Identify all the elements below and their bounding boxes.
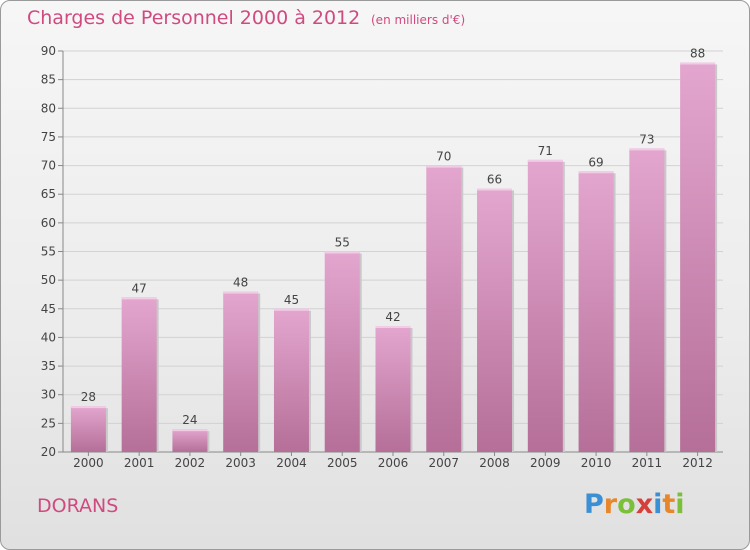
x-tick-label: 2005 (327, 456, 358, 470)
data-label: 73 (639, 132, 654, 146)
data-label: 42 (385, 310, 400, 324)
x-tick-label: 2007 (428, 456, 459, 470)
x-tick-label: 2011 (632, 456, 663, 470)
y-tick-label: 80 (41, 101, 56, 115)
y-tick-label: 55 (41, 245, 56, 259)
data-label: 55 (335, 236, 350, 250)
data-label: 24 (182, 413, 197, 427)
y-tick-label: 25 (41, 416, 56, 430)
data-label: 88 (690, 46, 705, 60)
data-label: 69 (588, 155, 603, 169)
bar (375, 325, 411, 452)
y-tick-label: 85 (41, 73, 56, 87)
y-tick-label: 60 (41, 216, 56, 230)
y-tick-label: 75 (41, 130, 56, 144)
bar (172, 429, 208, 452)
data-label: 45 (284, 293, 299, 307)
data-label: 70 (436, 150, 451, 164)
bar (578, 171, 614, 453)
x-tick-label: 2004 (276, 456, 307, 470)
x-tick-label: 2001 (124, 456, 155, 470)
logo-letter: t (662, 489, 676, 520)
x-tick-label: 2002 (175, 456, 206, 470)
y-tick-label: 35 (41, 359, 56, 373)
bar (629, 148, 665, 452)
x-tick-label: 2008 (479, 456, 510, 470)
y-tick-label: 70 (41, 159, 56, 173)
logo-letter: i (675, 489, 685, 520)
y-tick-label: 90 (41, 44, 56, 58)
bar (121, 297, 157, 452)
logo-letter: P (584, 489, 604, 520)
bar (324, 251, 360, 452)
x-tick-label: 2009 (530, 456, 561, 470)
data-label: 28 (81, 390, 96, 404)
data-label: 47 (132, 281, 147, 295)
labels: 28 2000 47 2001 24 2002 48 2003 45 2004 55 2005 42 20… (73, 46, 713, 470)
bar (527, 159, 563, 453)
data-label: 66 (487, 172, 502, 186)
bars (70, 62, 718, 453)
logo-letter: o (617, 489, 636, 520)
bar (680, 62, 716, 452)
logo-letter: x (635, 489, 654, 520)
x-tick-label: 2010 (581, 456, 612, 470)
y-tick-label: 20 (41, 445, 56, 459)
x-tick-label: 2006 (378, 456, 409, 470)
x-tick-label: 2003 (225, 456, 256, 470)
logo-letter: i (653, 489, 663, 520)
data-label: 48 (233, 276, 248, 290)
bar (223, 291, 259, 452)
logo-letter: r (603, 489, 618, 520)
chart-subtitle: (en milliers d'€) (371, 13, 466, 27)
bar (70, 406, 106, 452)
y-tick-label: 65 (41, 187, 56, 201)
x-tick-label: 2012 (682, 456, 713, 470)
bar (273, 308, 309, 452)
proxiti-logo[interactable]: Proxiti (584, 489, 685, 520)
bar (426, 165, 462, 453)
data-label: 71 (538, 144, 553, 158)
city-name: DORANS (37, 495, 119, 517)
y-tick-label: 30 (41, 388, 56, 402)
y-tick-label: 45 (41, 302, 56, 316)
y-tick-label: 50 (41, 273, 56, 287)
y-tick-label: 40 (41, 330, 56, 344)
bar (477, 188, 513, 452)
chart-title: Charges de Personnel 2000 à 2012 (27, 7, 361, 29)
x-tick-label: 2000 (73, 456, 104, 470)
